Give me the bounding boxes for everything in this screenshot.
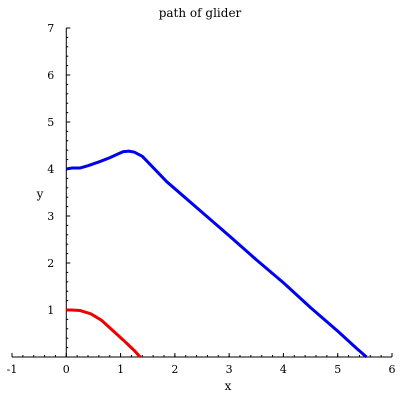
y-tick-label: 2: [47, 257, 54, 270]
y-tick-label: 6: [47, 69, 54, 82]
series-line-2: [66, 308, 142, 359]
x-tick-label: 5: [334, 363, 341, 376]
series-layer: [66, 149, 368, 359]
series-line-1: [66, 149, 368, 359]
y-tick-label: 3: [47, 210, 54, 223]
axes: [11, 27, 393, 358]
y-axis-label: y: [36, 187, 44, 201]
y-tick-label: 4: [47, 163, 54, 176]
x-tick-label: 6: [389, 363, 396, 376]
x-tick-label: 3: [226, 363, 233, 376]
x-tick-label: 0: [63, 363, 70, 376]
x-tick-label: 4: [280, 363, 287, 376]
x-tick-label: -1: [7, 363, 18, 376]
x-tick-label: 2: [171, 363, 178, 376]
tick-labels: -1 0 1 2 3 4 5 6 1 2 3 4 5 6 7: [7, 22, 396, 376]
chart-title: path of glider: [159, 6, 242, 20]
x-axis-label: x: [225, 379, 232, 393]
x-tick-label: 1: [117, 363, 124, 376]
y-tick-label: 7: [47, 22, 54, 35]
y-tick-label: 1: [47, 304, 54, 317]
y-tick-label: 5: [47, 116, 54, 129]
